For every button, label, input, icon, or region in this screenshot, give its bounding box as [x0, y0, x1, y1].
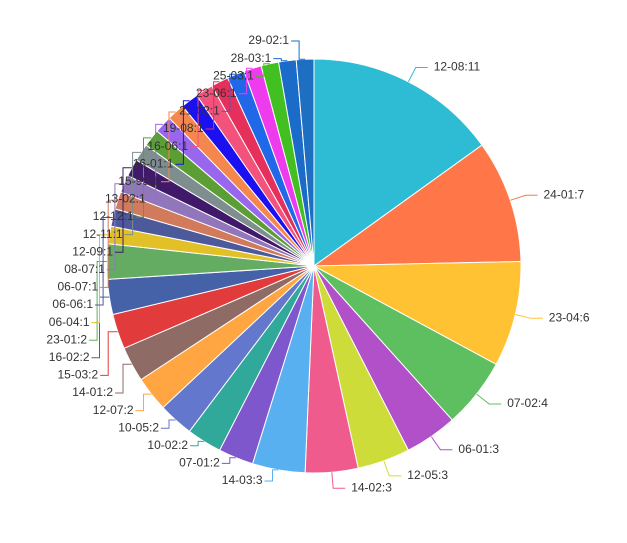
leader-line-23-04:6 — [515, 314, 543, 319]
slice-label-23-01:2: 23-01:2 — [46, 332, 87, 346]
slice-label-06-04:1: 06-04:1 — [49, 315, 90, 329]
slice-label-10-02:2: 10-02:2 — [147, 438, 188, 452]
leader-line-25-03:1 — [255, 63, 270, 77]
slice-label-12-12:1: 12-12:1 — [93, 209, 134, 223]
slice-label-28-03:1: 28-03:1 — [231, 51, 272, 65]
leader-line-12-07:2 — [135, 393, 152, 412]
slice-label-29-02:1: 29-02:1 — [248, 33, 289, 47]
pie-slice-24-01:7[interactable] — [312, 144, 522, 267]
pie-slices — [106, 58, 522, 474]
leader-line-23-06:1 — [238, 67, 253, 95]
slice-labels: 12-08:11 24-01:7 23-04:6 07-02:4 06-01:3 12-0… — [46, 33, 589, 494]
leader-line-07-02:4 — [476, 393, 502, 405]
leader-line-13-02:1 — [147, 123, 163, 200]
slice-label-10-05:2: 10-05:2 — [118, 420, 159, 434]
slice-label-06-07:1: 06-07:1 — [57, 280, 98, 294]
slice-label-14-01:2: 14-01:2 — [72, 385, 113, 399]
leader-line-12-08:11 — [407, 67, 428, 83]
slice-label-06-06:1: 06-06:1 — [52, 297, 93, 311]
slice-label-14-03:3: 14-03:3 — [222, 473, 263, 487]
leader-line-10-02:2 — [190, 440, 205, 447]
leader-line-14-02:3 — [331, 472, 346, 489]
slice-label-19-08:1: 19-08:1 — [163, 121, 204, 135]
leader-line-12-05:3 — [383, 460, 402, 477]
leader-line-07-01:2 — [221, 457, 236, 464]
leader-line-14-01:2 — [115, 363, 132, 394]
slice-label-16-06:1: 16-06:1 — [147, 139, 188, 153]
leader-line-06-01:3 — [430, 436, 453, 451]
leader-line-12-09:1 — [115, 167, 132, 253]
slice-label-07-01:2: 07-01:2 — [179, 456, 220, 470]
slice-label-12-11:1: 12-11:1 — [83, 227, 123, 241]
leader-line-12-11:1 — [124, 151, 141, 236]
leader-line-23-01:2 — [89, 261, 107, 341]
leader-line-24-01:7 — [510, 194, 538, 201]
leader-line-28-03:1 — [273, 58, 288, 62]
leader-line-06-04:1 — [91, 234, 110, 324]
slice-label-12-08:11: 12-08:11 — [434, 60, 481, 74]
leader-line-14-03:3 — [264, 469, 279, 482]
slice-label-15-03:2: 15-03:2 — [57, 368, 98, 382]
slice-label-07-02:4: 07-02:4 — [507, 396, 548, 410]
leader-line-08-07:1 — [106, 183, 125, 271]
slice-label-16-01:1: 16-01:1 — [133, 156, 174, 170]
leader-line-16-02:2 — [91, 296, 110, 359]
leader-line-10-05:2 — [161, 419, 176, 429]
slice-label-12-09:1: 12-09:1 — [72, 244, 113, 258]
leader-line-06-07:1 — [100, 199, 118, 288]
slice-label-12-07:2: 12-07:2 — [93, 403, 134, 417]
leader-line-16-01:1 — [175, 100, 190, 165]
slice-label-06-01:3: 06-01:3 — [458, 442, 499, 456]
slice-label-08-07:1: 08-07:1 — [64, 262, 105, 276]
slice-label-24-01:7: 24-01:7 — [544, 187, 585, 201]
slice-label-21-02:1: 21-02:1 — [179, 104, 220, 118]
leader-line-29-02:1 — [291, 40, 306, 60]
slice-label-14-02:3: 14-02:3 — [351, 480, 392, 494]
leader-line-15-03:2 — [100, 331, 118, 376]
leader-line-15-99:1 — [161, 111, 176, 183]
slice-label-16-02:2: 16-02:2 — [49, 350, 90, 364]
slice-label-15-99:1: 15-99:1 — [118, 174, 159, 188]
pie-slice-12-08:11[interactable] — [313, 58, 483, 267]
leader-line-16-06:1 — [190, 90, 205, 148]
label-leader-lines — [89, 40, 543, 489]
slice-label-25-03:1: 25-03:1 — [213, 68, 254, 82]
leader-line-12-12:1 — [135, 137, 152, 218]
leader-line-19-08:1 — [205, 81, 220, 130]
slice-label-23-04:6: 23-04:6 — [549, 310, 590, 324]
slice-label-23-06:1: 23-06:1 — [196, 86, 237, 100]
pie-slice-23-04:6[interactable] — [312, 261, 522, 365]
leader-line-21-02:1 — [221, 73, 236, 112]
slice-label-12-05:3: 12-05:3 — [407, 468, 448, 482]
slice-label-13-02:1: 13-02:1 — [105, 192, 146, 206]
